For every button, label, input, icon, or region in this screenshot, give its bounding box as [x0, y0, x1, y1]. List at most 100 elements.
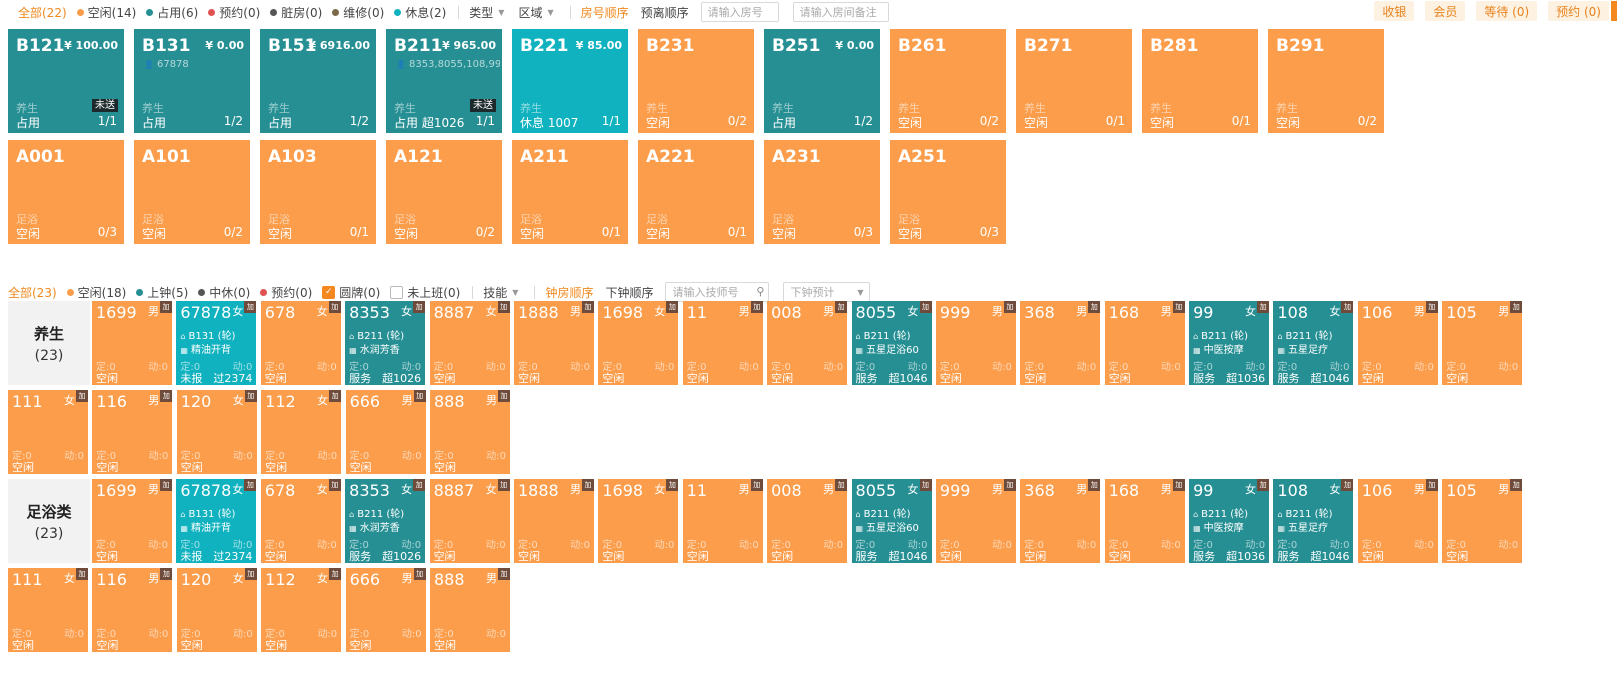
- technician-card[interactable]: 11 男加定:0 动:0 空闲: [682, 479, 763, 563]
- technician-card[interactable]: 678 女加定:0 动:0 空闲: [260, 479, 341, 563]
- room-card[interactable]: A211 足浴 空闲 0/1: [512, 140, 628, 244]
- technician-card[interactable]: 1699 男加定:0 动:0 空闲: [92, 479, 172, 563]
- room-card[interactable]: B231 养生 空闲 0/2: [638, 29, 754, 133]
- sort-by-checkout[interactable]: 预离顺序: [640, 5, 689, 20]
- room-occupancy: 0/3: [979, 225, 999, 239]
- technician-card[interactable]: 008 男加定:0 动:0 空闲: [767, 301, 848, 385]
- technician-card[interactable]: 8055 女加 ⌂ B211 (轮) ▦ 五星足浴60 定:0 动:0 服务 超1046: [851, 479, 932, 563]
- room-card[interactable]: B151 ¥ 6916.00 养生 占用 1/2: [260, 29, 376, 133]
- technician-card[interactable]: 105 男加定:0 动:0 空闲: [1442, 479, 1523, 563]
- member-button[interactable]: 会员: [1425, 1, 1466, 21]
- room-card[interactable]: A001 足浴 空闲 0/3: [8, 140, 124, 244]
- search-icon[interactable]: ⚲: [756, 285, 765, 298]
- technician-card[interactable]: 108 女加 ⌂ B211 (轮) ▦ 五星足疗 定:0 动:0 服务 超1046: [1273, 301, 1354, 385]
- technician-card[interactable]: 11 男加定:0 动:0 空闲: [682, 301, 763, 385]
- room-card[interactable]: B121 ¥ 100.00 养生 占用 1/1 未送: [8, 29, 124, 133]
- room-note-input[interactable]: [792, 2, 889, 22]
- room-card[interactable]: A101 足浴 空闲 0/2: [134, 140, 250, 244]
- technician-card[interactable]: 120 女加定:0 动:0 空闲: [176, 390, 257, 474]
- technician-card[interactable]: 1698 女加定:0 动:0 空闲: [598, 479, 679, 563]
- technician-card[interactable]: 1698 女加定:0 动:0 空闲: [598, 301, 679, 385]
- card-checkbox[interactable]: ✓ 圆牌(0): [322, 284, 380, 301]
- area-dropdown[interactable]: 区域 ▼: [518, 4, 553, 21]
- technician-card[interactable]: 1888 男加定:0 动:0 空闲: [513, 479, 594, 563]
- room-filter-free[interactable]: 空闲(14): [76, 4, 136, 21]
- technician-gender: 男: [485, 572, 497, 585]
- room-filter-booked[interactable]: 预约(0): [208, 4, 260, 21]
- room-filter-rest[interactable]: 休息(2): [394, 4, 446, 21]
- technician-card[interactable]: 116 男加定:0 动:0 空闲: [92, 390, 173, 474]
- technician-card[interactable]: 666 男加定:0 动:0 空闲: [345, 390, 426, 474]
- tech-filter-break[interactable]: 中休(0): [198, 284, 250, 301]
- room-card[interactable]: B281 养生 空闲 0/1: [1142, 29, 1258, 133]
- room-card[interactable]: B221 ¥ 85.00 养生 休息 1007 1/1: [512, 29, 628, 133]
- tech-filter-on-clock[interactable]: 上钟(5): [136, 284, 188, 301]
- cashier-button[interactable]: 收银: [1374, 1, 1415, 21]
- technician-card[interactable]: 999 男加定:0 动:0 空闲: [935, 301, 1016, 385]
- tech-filter-all[interactable]: 全部(23): [8, 285, 57, 300]
- room-card[interactable]: B211 ¥ 965.00 👤 8353,8055,108,99 养生 占用 超1026 1…: [386, 29, 502, 133]
- technician-card[interactable]: 8353 女加 ⌂ B211 (轮) ▦ 水润芳香 定:0 动:0 服务 超1026: [345, 479, 426, 563]
- sort-by-next-clock[interactable]: 下钟顺序: [605, 285, 654, 300]
- side-panel-tab[interactable]: [1611, 1, 1617, 21]
- technician-card[interactable]: 678 女加定:0 动:0 空闲: [260, 301, 341, 385]
- technician-card[interactable]: 666 男加定:0 动:0 空闲: [345, 568, 426, 652]
- room-filter-all[interactable]: 全部(22): [18, 5, 67, 20]
- room-card[interactable]: B261 养生 空闲 0/2: [890, 29, 1006, 133]
- technician-card[interactable]: 368 男加定:0 动:0 空闲: [1020, 479, 1101, 563]
- technician-card[interactable]: 999 男加定:0 动:0 空闲: [935, 479, 1016, 563]
- room-number-input[interactable]: [700, 2, 779, 22]
- skill-dropdown[interactable]: 技能 ▼: [483, 284, 518, 301]
- room-card[interactable]: A231 足浴 空闲 0/3: [764, 140, 880, 244]
- technician-card[interactable]: 1699 男加定:0 动:0 空闲: [92, 301, 172, 385]
- room-filter-dirty[interactable]: 脏房(0): [270, 4, 322, 21]
- technician-card[interactable]: 120 女加定:0 动:0 空闲: [176, 568, 257, 652]
- sort-by-clock-room[interactable]: 钟房顺序: [545, 285, 594, 300]
- room-card[interactable]: A103 足浴 空闲 0/1: [260, 140, 376, 244]
- waiting-button[interactable]: 等待 (0): [1476, 1, 1538, 21]
- technician-card[interactable]: 106 男加定:0 动:0 空闲: [1357, 479, 1438, 563]
- room-card[interactable]: B251 ¥ 0.00 养生 占用 1/2: [764, 29, 880, 133]
- booking-button[interactable]: 预约 (0): [1548, 1, 1609, 21]
- technician-card[interactable]: 67878 女加 ⌂ B131 (轮) ▦ 精油开背 定:0 动:0 未报 过2374: [176, 301, 257, 385]
- technician-card[interactable]: 8887 女加定:0 动:0 空闲: [429, 301, 510, 385]
- technician-card[interactable]: 111 女加定:0 动:0 空闲: [8, 390, 88, 474]
- technician-number-input[interactable]: [665, 282, 770, 302]
- technician-card[interactable]: 108 女加 ⌂ B211 (轮) ▦ 五星足疗 定:0 动:0 服务 超1046: [1273, 479, 1354, 563]
- technician-card[interactable]: 008 男加定:0 动:0 空闲: [767, 479, 848, 563]
- room-card[interactable]: A221 足浴 空闲 0/1: [638, 140, 754, 244]
- technician-card[interactable]: 116 男加定:0 动:0 空闲: [92, 568, 173, 652]
- technician-card[interactable]: 8353 女加 ⌂ B211 (轮) ▦ 水润芳香 定:0 动:0 服务 超1026: [345, 301, 426, 385]
- room-number: A231: [772, 147, 821, 167]
- room-filter-occupied[interactable]: 占用(6): [146, 4, 198, 21]
- room-card[interactable]: B271 养生 空闲 0/1: [1016, 29, 1132, 133]
- room-status-label: 空闲: [646, 116, 671, 130]
- sort-by-room-number[interactable]: 房号顺序: [580, 5, 629, 20]
- technician-card[interactable]: 111 女加定:0 动:0 空闲: [8, 568, 88, 652]
- tech-filter-booked[interactable]: 预约(0): [260, 284, 312, 301]
- room-filter-repair[interactable]: 维修(0): [332, 4, 384, 21]
- room-card[interactable]: B291 养生 空闲 0/2: [1268, 29, 1384, 133]
- technician-card[interactable]: 112 女加定:0 动:0 空闲: [261, 390, 342, 474]
- technician-card[interactable]: 106 男加定:0 动:0 空闲: [1357, 301, 1438, 385]
- technician-card[interactable]: 67878 女加 ⌂ B131 (轮) ▦ 精油开背 定:0 动:0 未报 过2374: [176, 479, 257, 563]
- technician-card[interactable]: 168 男加定:0 动:0 空闲: [1104, 479, 1185, 563]
- technician-card[interactable]: 888 男加定:0 动:0 空闲: [429, 568, 510, 652]
- technician-card[interactable]: 105 男加定:0 动:0 空闲: [1442, 301, 1523, 385]
- type-dropdown[interactable]: 类型 ▼: [469, 4, 504, 21]
- off-duty-checkbox[interactable]: 未上班(0): [390, 284, 460, 301]
- room-card[interactable]: B131 ¥ 0.00 👤 67878 养生 占用 1/2: [134, 29, 250, 133]
- technician-card[interactable]: 8055 女加 ⌂ B211 (轮) ▦ 五星足浴60 定:0 动:0 服务 超1046: [851, 301, 932, 385]
- room-card[interactable]: A251 足浴 空闲 0/3: [890, 140, 1006, 244]
- technician-card[interactable]: 168 男加定:0 动:0 空闲: [1104, 301, 1185, 385]
- technician-card[interactable]: 888 男加定:0 动:0 空闲: [429, 390, 510, 474]
- technician-card[interactable]: 8887 女加定:0 动:0 空闲: [429, 479, 510, 563]
- technician-card[interactable]: 112 女加定:0 动:0 空闲: [261, 568, 342, 652]
- tech-filter-free[interactable]: 空闲(18): [66, 284, 126, 301]
- technician-card[interactable]: 368 男加定:0 动:0 空闲: [1020, 301, 1101, 385]
- technician-card[interactable]: 99 女加 ⌂ B211 (轮) ▦ 中医按摩 定:0 动:0 服务 超1036: [1189, 479, 1270, 563]
- next-clock-estimate-select[interactable]: 下钟预计 ▼: [783, 282, 871, 302]
- room-card[interactable]: A121 足浴 空闲 0/2: [386, 140, 502, 244]
- technician-card[interactable]: 99 女加 ⌂ B211 (轮) ▦ 中医按摩 定:0 动:0 服务 超1036: [1189, 301, 1270, 385]
- technician-card[interactable]: 1888 男加定:0 动:0 空闲: [513, 301, 594, 385]
